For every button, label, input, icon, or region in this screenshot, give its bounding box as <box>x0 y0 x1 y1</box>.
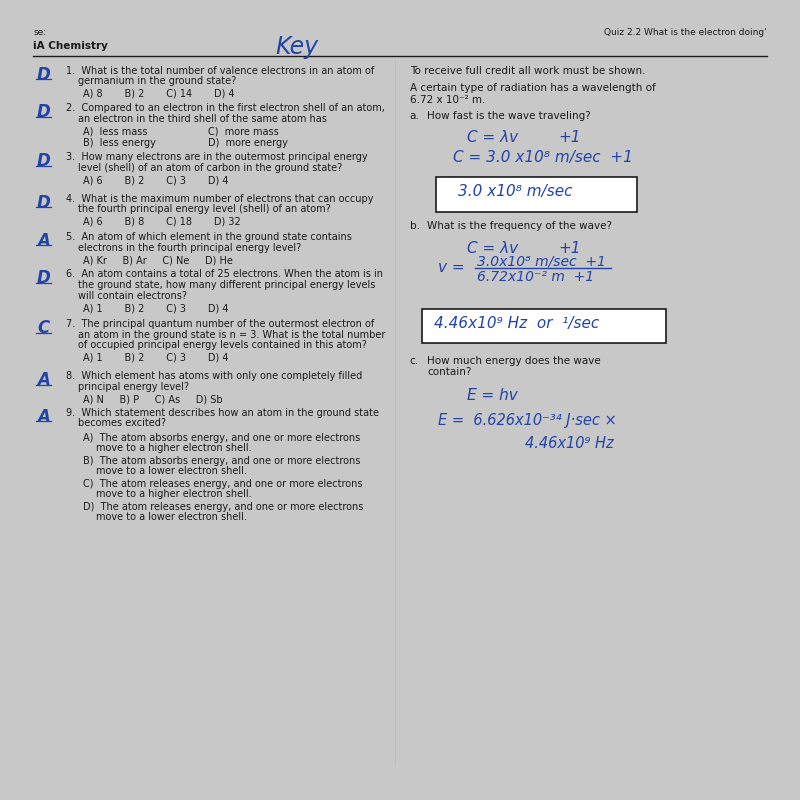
Text: +1: +1 <box>558 130 581 146</box>
Text: 6.72x10⁻² m  +1: 6.72x10⁻² m +1 <box>477 270 594 284</box>
Text: D: D <box>37 66 51 84</box>
FancyBboxPatch shape <box>422 309 666 343</box>
Text: 5.  An atom of which element in the ground state contains: 5. An atom of which element in the groun… <box>66 232 352 242</box>
Text: move to a higher electron shell.: move to a higher electron shell. <box>96 490 251 499</box>
Text: 4.46x10⁹ Hz  or  ¹/sec: 4.46x10⁹ Hz or ¹/sec <box>434 315 599 330</box>
Text: an atom in the ground state is n = 3. What is the total number: an atom in the ground state is n = 3. Wh… <box>78 330 386 340</box>
Text: C = 3.0 x10⁸ m/sec  +1: C = 3.0 x10⁸ m/sec +1 <box>453 150 633 166</box>
Text: b.: b. <box>410 222 419 231</box>
Text: 3.0x10⁸ m/sec  +1: 3.0x10⁸ m/sec +1 <box>477 254 606 268</box>
Text: 4.  What is the maximum number of electrons that can occupy: 4. What is the maximum number of electro… <box>66 194 374 204</box>
Text: of occupied principal energy levels contained in this atom?: of occupied principal energy levels cont… <box>78 341 367 350</box>
Text: Key: Key <box>275 35 318 59</box>
Text: 9.  Which statement describes how an atom in the ground state: 9. Which statement describes how an atom… <box>66 408 379 418</box>
Text: C = λv: C = λv <box>467 130 518 146</box>
Text: move to a lower electron shell.: move to a lower electron shell. <box>96 512 246 522</box>
Text: 2.  Compared to an electron in the first electron shell of an atom,: 2. Compared to an electron in the first … <box>66 103 385 114</box>
Text: 3.  How many electrons are in the outermost principal energy: 3. How many electrons are in the outermo… <box>66 152 367 162</box>
Text: Quiz 2.2 What is the electron doing': Quiz 2.2 What is the electron doing' <box>604 27 766 37</box>
Text: will contain electrons?: will contain electrons? <box>78 290 187 301</box>
Text: +1: +1 <box>558 241 581 256</box>
Text: a.: a. <box>410 111 419 121</box>
Text: A) Kr     B) Ar     C) Ne     D) He: A) Kr B) Ar C) Ne D) He <box>83 255 233 265</box>
Text: 7.  The principal quantum number of the outermost electron of: 7. The principal quantum number of the o… <box>66 319 374 330</box>
Text: A) 1       B) 2       C) 3       D) 4: A) 1 B) 2 C) 3 D) 4 <box>83 353 229 363</box>
Text: D: D <box>37 103 51 122</box>
Text: How fast is the wave traveling?: How fast is the wave traveling? <box>427 111 590 121</box>
Text: A: A <box>37 371 50 389</box>
FancyBboxPatch shape <box>437 178 637 212</box>
Text: A)  less mass: A) less mass <box>83 126 148 136</box>
Text: C = λv: C = λv <box>467 241 518 256</box>
Text: B)  The atom absorbs energy, and one or more electrons: B) The atom absorbs energy, and one or m… <box>83 456 361 466</box>
Text: c.: c. <box>410 356 418 366</box>
Text: A) N     B) P     C) As     D) Sb: A) N B) P C) As D) Sb <box>83 394 223 404</box>
Text: v =: v = <box>438 260 465 275</box>
Text: A certain type of radiation has a wavelength of: A certain type of radiation has a wavele… <box>410 83 655 94</box>
Text: How much energy does the wave: How much energy does the wave <box>427 356 601 366</box>
Text: move to a higher electron shell.: move to a higher electron shell. <box>96 443 251 453</box>
Text: E =  6.626x10⁻³⁴ J·sec ×: E = 6.626x10⁻³⁴ J·sec × <box>438 414 617 429</box>
Text: 4.46x10⁹ Hz: 4.46x10⁹ Hz <box>525 435 614 450</box>
Text: 8.  Which element has atoms with only one completely filled: 8. Which element has atoms with only one… <box>66 371 362 381</box>
Text: an electron in the third shell of the same atom has: an electron in the third shell of the sa… <box>78 114 327 124</box>
Text: the fourth principal energy level (shell) of an atom?: the fourth principal energy level (shell… <box>78 204 331 214</box>
Text: D)  The atom releases energy, and one or more electrons: D) The atom releases energy, and one or … <box>83 502 363 512</box>
Text: D: D <box>37 194 51 212</box>
Text: A: A <box>37 408 50 426</box>
Text: se:: se: <box>34 27 46 37</box>
Text: D: D <box>37 270 51 287</box>
Text: C: C <box>37 319 50 338</box>
Text: A)  The atom absorbs energy, and one or more electrons: A) The atom absorbs energy, and one or m… <box>83 433 361 442</box>
Text: level (shell) of an atom of carbon in the ground state?: level (shell) of an atom of carbon in th… <box>78 163 342 173</box>
Text: A) 1       B) 2       C) 3       D) 4: A) 1 B) 2 C) 3 D) 4 <box>83 303 229 313</box>
Text: A) 8       B) 2       C) 14       D) 4: A) 8 B) 2 C) 14 D) 4 <box>83 89 235 99</box>
Text: iA Chemistry: iA Chemistry <box>34 41 108 51</box>
Text: 3.0 x10⁸ m/sec: 3.0 x10⁸ m/sec <box>458 184 572 199</box>
Text: To receive full credit all work must be shown.: To receive full credit all work must be … <box>410 66 645 76</box>
Text: electrons in the fourth principal energy level?: electrons in the fourth principal energy… <box>78 242 302 253</box>
Text: D: D <box>37 152 51 170</box>
Text: C)  The atom releases energy, and one or more electrons: C) The atom releases energy, and one or … <box>83 478 362 489</box>
Text: A) 6       B) 2       C) 3       D) 4: A) 6 B) 2 C) 3 D) 4 <box>83 175 229 186</box>
Text: contain?: contain? <box>427 367 471 378</box>
Text: 6.  An atom contains a total of 25 electrons. When the atom is in: 6. An atom contains a total of 25 electr… <box>66 270 383 279</box>
Text: 6.72 x 10⁻² m.: 6.72 x 10⁻² m. <box>410 94 485 105</box>
Text: D)  more energy: D) more energy <box>208 138 288 148</box>
Text: the ground state, how many different principal energy levels: the ground state, how many different pri… <box>78 280 376 290</box>
Text: germanium in the ground state?: germanium in the ground state? <box>78 77 237 86</box>
Text: A: A <box>37 232 50 250</box>
Text: becomes excited?: becomes excited? <box>78 418 166 428</box>
Text: move to a lower electron shell.: move to a lower electron shell. <box>96 466 246 476</box>
Text: What is the frequency of the wave?: What is the frequency of the wave? <box>427 222 612 231</box>
Text: 1.  What is the total number of valence electrons in an atom of: 1. What is the total number of valence e… <box>66 66 374 76</box>
Text: C)  more mass: C) more mass <box>208 126 278 136</box>
Text: B)  less energy: B) less energy <box>83 138 156 148</box>
Text: A) 6       B) 8       C) 18       D) 32: A) 6 B) 8 C) 18 D) 32 <box>83 217 241 226</box>
Text: principal energy level?: principal energy level? <box>78 382 190 392</box>
Text: E̅ = hv: E̅ = hv <box>467 389 518 403</box>
